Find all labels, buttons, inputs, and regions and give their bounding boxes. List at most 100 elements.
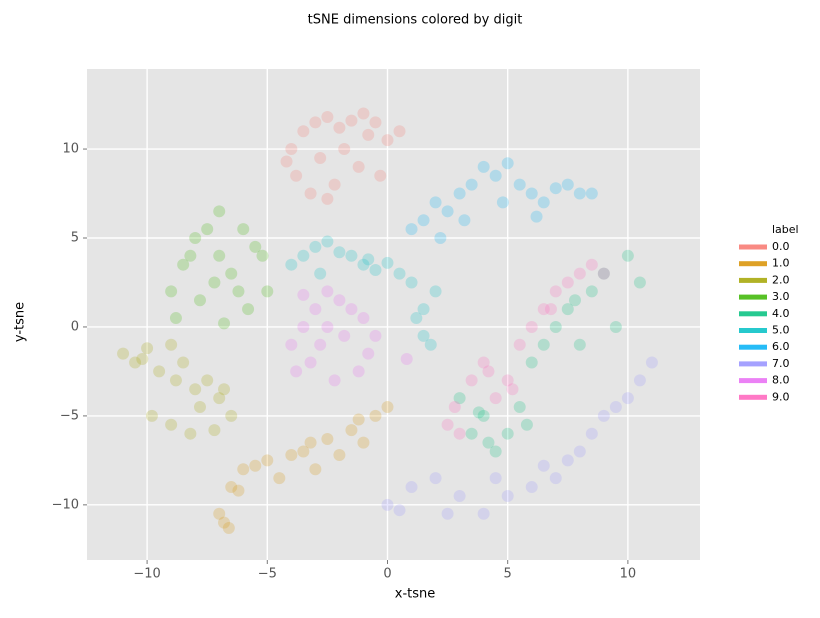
legend-swatch <box>739 277 767 283</box>
point <box>369 264 382 277</box>
point <box>165 418 178 431</box>
x-tick-label: 5 <box>504 567 512 582</box>
y-tick-label: 0 <box>71 319 79 334</box>
point <box>352 365 365 378</box>
point <box>496 196 509 209</box>
point <box>237 223 250 236</box>
point <box>218 317 231 330</box>
point <box>297 125 310 138</box>
point <box>429 285 442 298</box>
legend-label: 5.0 <box>772 324 790 337</box>
point <box>544 303 557 316</box>
legend-swatch <box>739 244 767 250</box>
point <box>213 392 226 405</box>
point <box>549 285 562 298</box>
legend-label: 9.0 <box>772 390 790 403</box>
point <box>290 365 303 378</box>
y-tick-label: 10 <box>62 142 79 157</box>
point <box>189 232 202 245</box>
point <box>309 240 322 253</box>
point <box>489 472 502 485</box>
point <box>381 256 394 269</box>
point <box>489 445 502 458</box>
point <box>465 374 478 387</box>
point <box>222 521 235 534</box>
point <box>141 342 154 355</box>
point <box>184 249 197 262</box>
point <box>429 472 442 485</box>
point <box>218 383 231 396</box>
point <box>549 182 562 195</box>
point <box>280 155 293 168</box>
point <box>621 392 634 405</box>
point <box>321 285 334 298</box>
legend-label: 2.0 <box>772 273 790 286</box>
point <box>208 276 221 289</box>
point <box>561 178 574 191</box>
point <box>597 409 610 422</box>
point <box>249 240 262 253</box>
x-tick-label: 0 <box>383 567 391 582</box>
point <box>213 249 226 262</box>
point <box>338 143 351 156</box>
x-tick-label: −10 <box>133 567 160 582</box>
point <box>169 312 182 325</box>
point <box>357 436 370 449</box>
point <box>237 463 250 476</box>
point <box>609 401 622 414</box>
point <box>417 303 430 316</box>
point <box>304 356 317 369</box>
point <box>304 187 317 200</box>
point <box>597 267 610 280</box>
point <box>177 356 190 369</box>
point <box>393 504 406 517</box>
point <box>458 214 471 227</box>
y-tick-label: −5 <box>60 408 79 423</box>
point <box>208 424 221 437</box>
point <box>333 294 346 307</box>
point <box>145 409 158 422</box>
point <box>273 472 286 485</box>
point <box>441 205 454 218</box>
point <box>585 285 598 298</box>
point <box>177 258 190 271</box>
point <box>453 427 466 440</box>
point <box>585 187 598 200</box>
point <box>362 128 375 141</box>
point <box>357 258 370 271</box>
point <box>393 267 406 280</box>
legend-label: 4.0 <box>772 307 790 320</box>
point <box>477 160 490 173</box>
point <box>189 383 202 396</box>
point <box>429 196 442 209</box>
point <box>165 285 178 298</box>
point <box>345 424 358 437</box>
point <box>417 214 430 227</box>
point <box>297 445 310 458</box>
point <box>537 338 550 351</box>
point <box>573 267 586 280</box>
point <box>477 409 490 422</box>
point <box>225 409 238 422</box>
point <box>597 267 610 280</box>
point <box>530 210 543 223</box>
point <box>201 374 214 387</box>
point <box>225 267 238 280</box>
point <box>477 356 490 369</box>
legend-label: 1.0 <box>772 257 790 270</box>
point <box>537 459 550 472</box>
point <box>345 303 358 316</box>
point <box>369 116 382 129</box>
point <box>393 125 406 138</box>
point <box>525 320 538 333</box>
point <box>477 507 490 520</box>
point <box>184 427 197 440</box>
legend-swatch <box>739 261 767 267</box>
point <box>448 401 461 414</box>
point <box>357 312 370 325</box>
point <box>321 192 334 205</box>
point <box>321 235 334 248</box>
point <box>482 436 495 449</box>
point <box>136 352 149 365</box>
point <box>333 246 346 259</box>
